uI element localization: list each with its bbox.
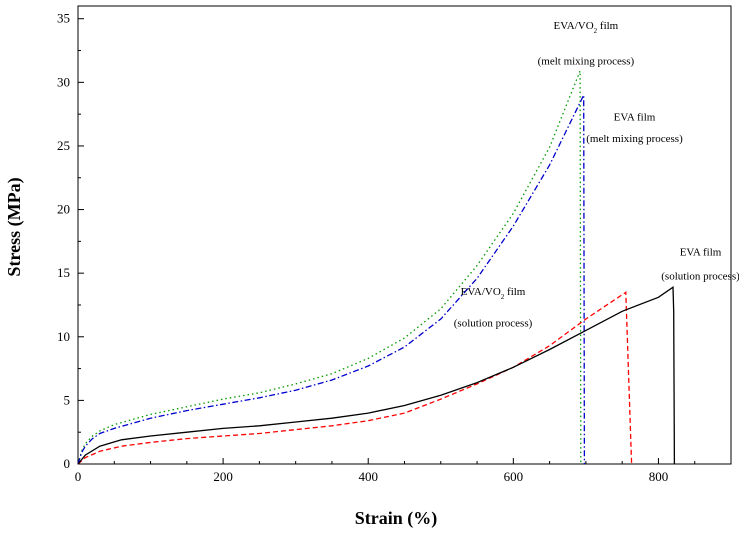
series-line-2: [77, 94, 586, 465]
series-line-4: [77, 285, 676, 465]
y-tick-label: 30: [57, 74, 70, 89]
annotation-7: EVA/VO2 film: [461, 286, 526, 301]
annotation-6: (solution process): [661, 271, 739, 283]
x-tick-label: 800: [649, 469, 669, 484]
series-line-3: [77, 291, 633, 465]
x-tick-label: 600: [504, 469, 524, 484]
y-tick-label: 20: [57, 202, 70, 217]
y-tick-label: 35: [57, 11, 70, 26]
x-axis-title: Strain (%): [355, 508, 438, 529]
y-axis-title: Stress (MPa): [4, 177, 25, 276]
annotation-3: EVA film: [614, 112, 656, 124]
y-tick-label: 0: [64, 456, 71, 471]
annotation-2: (melt mixing process): [538, 56, 635, 68]
annotation-8: (solution process): [454, 318, 533, 330]
x-tick-label: 200: [213, 469, 233, 484]
annotation-5: EVA film: [680, 246, 722, 258]
annotation-1: EVA/VO2 film: [554, 20, 619, 35]
series-line-1: [77, 70, 582, 465]
y-tick-label: 5: [64, 392, 71, 407]
y-tick-label: 15: [57, 265, 70, 280]
x-tick-label: 0: [75, 469, 82, 484]
y-tick-label: 25: [57, 138, 70, 153]
annotation-4: (melt mixing process): [586, 133, 683, 145]
x-tick-label: 400: [358, 469, 378, 484]
plot-area: 0 200 400 600 800 0 5 10 15 20 25 30 35 EVA/VO2 film (…: [57, 5, 739, 484]
plot-frame: [77, 5, 732, 465]
y-tick-label: 10: [57, 329, 70, 344]
